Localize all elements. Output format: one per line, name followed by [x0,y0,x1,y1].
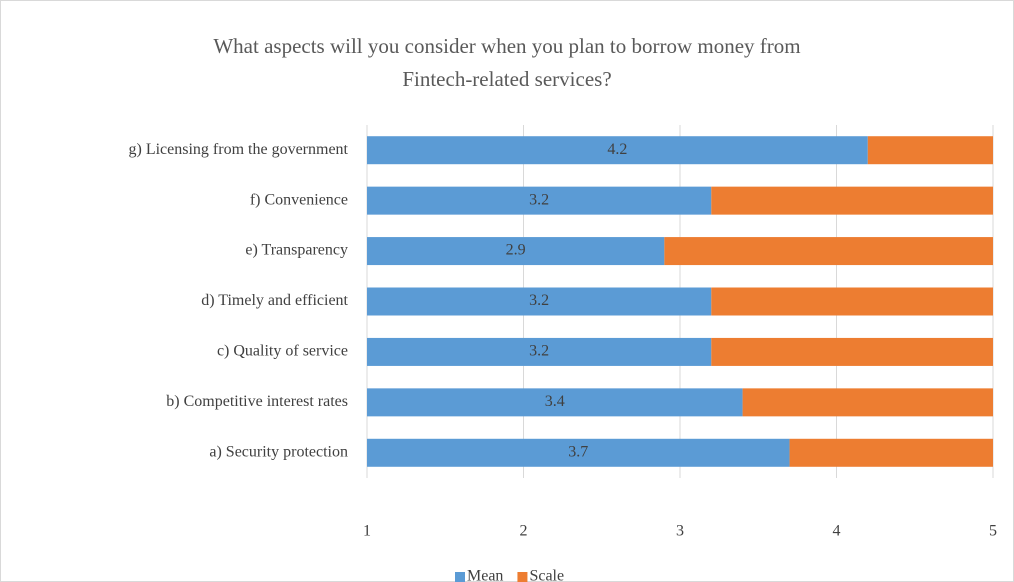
legend-label: Scale [529,568,564,582]
bar [742,388,993,417]
legend-label: Mean [467,568,503,582]
data-label: 3.4 [545,393,565,410]
data-label: 3.2 [529,343,549,360]
legend-swatch [517,572,528,582]
bar [367,136,868,165]
bar [367,388,743,417]
x-tick-label: 1 [363,523,371,540]
bar [711,287,993,316]
x-tick-label: 2 [520,523,528,540]
data-label: 4.2 [607,141,627,158]
bar [367,237,665,266]
bar [711,186,993,215]
x-tick-label: 3 [676,523,684,540]
data-label: 3.2 [529,292,549,309]
y-tick-label: b) Competitive interest rates [166,393,348,410]
bar [367,438,790,467]
bar [867,136,993,165]
y-tick-label: a) Security protection [209,443,348,460]
data-label: 2.9 [506,242,526,259]
y-tick-label: d) Timely and efficient [201,292,348,309]
y-tick-label: f) Convenience [250,191,348,208]
bar [367,287,712,316]
y-tick-label: c) Quality of service [217,343,348,360]
bar [367,337,712,366]
data-label: 3.2 [529,191,549,208]
x-tick-label: 5 [989,523,997,540]
bar [789,438,993,467]
bar [664,237,993,266]
chart-title: What aspects will you consider when you … [213,34,801,91]
y-tick-label: g) Licensing from the government [129,141,349,158]
y-tick-label: e) Transparency [245,242,348,259]
x-tick-label: 4 [833,523,841,540]
bar [711,337,993,366]
legend-swatch [455,572,465,582]
data-label: 3.7 [568,443,588,460]
bar [367,186,712,215]
